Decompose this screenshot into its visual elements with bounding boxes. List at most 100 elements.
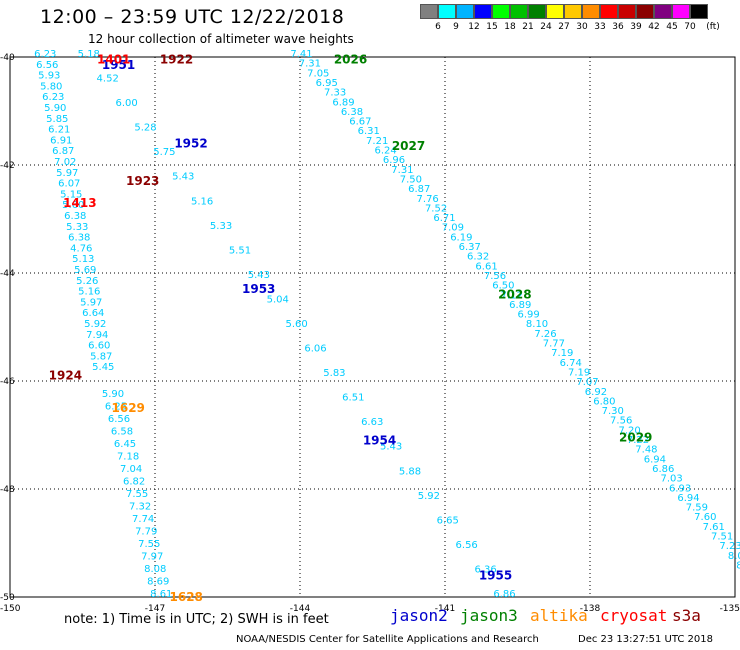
swh-value: 6.99 [518, 310, 540, 321]
swh-value: 7.02 [54, 157, 76, 168]
swh-value: 6.06 [304, 344, 326, 355]
swh-value: 5.51 [229, 245, 251, 256]
swh-value: 8.08 [144, 564, 166, 575]
swh-value: 5.90 [102, 389, 124, 400]
swh-value: 7.30 [602, 406, 624, 417]
swh-value: 6.86 [493, 589, 515, 600]
swh-value: 6.86 [652, 464, 674, 475]
swh-value: 5.69 [74, 265, 96, 276]
scale-swatch [582, 4, 600, 19]
swh-value: 6.56 [36, 60, 58, 71]
swh-value: 5.04 [267, 294, 289, 305]
swh-value: 6.56 [108, 414, 130, 425]
swh-value: 6.67 [349, 117, 371, 128]
swh-value: 6.32 [467, 252, 489, 263]
swh-value: 6.71 [433, 213, 455, 224]
swh-value: 7.18 [117, 452, 139, 463]
swh-value: 7.94 [86, 330, 108, 341]
swh-value: 7.21 [366, 136, 388, 147]
swh-value: 7.55 [126, 489, 148, 500]
swh-value: 6.61 [475, 261, 497, 272]
scale-level-label: 45 [666, 22, 678, 32]
lon-tick-label: -150 [0, 604, 21, 614]
footnote: note: 1) Time is in UTC; 2) SWH is in fe… [64, 612, 329, 627]
pass-time-label: 1951 [102, 58, 135, 72]
lon-tick-label: -135 [720, 604, 740, 614]
pass-time-label: 2026 [334, 53, 367, 67]
scale-level-label: 6 [435, 22, 441, 32]
pass-time-label: 1955 [479, 568, 512, 582]
longitude-labels: -150 -147 -144 -141 -138 -135 [0, 604, 740, 614]
swh-value: 5.87 [90, 351, 112, 362]
lon-tick-label: -147 [145, 604, 165, 614]
swh-value: 6.94 [677, 493, 699, 504]
lat-tick-label: -44 [0, 269, 15, 279]
scale-swatch [600, 4, 618, 19]
swh-value: 6.56 [456, 540, 478, 551]
swh-value: 7.07 [576, 377, 598, 388]
swh-value: 6.91 [50, 135, 72, 146]
swh-value: 5.93 [38, 71, 60, 82]
swh-value: 6.89 [509, 300, 531, 311]
swh-value: 7.55 [138, 539, 160, 550]
swh-value: 7.23 [719, 541, 740, 552]
swh-value: 5.88 [399, 466, 421, 477]
swh-value: 5.45 [92, 362, 114, 373]
scale-level-label: 15 [486, 22, 498, 32]
swh-value: 5.60 [286, 319, 308, 330]
altimeter-tracks: 7.417.317.056.957.336.896.386.676.317.21… [34, 49, 740, 600]
swh-value: 5.13 [72, 254, 94, 265]
scale-level-label: 30 [576, 22, 588, 32]
swh-value: 7.05 [307, 68, 329, 79]
scale-swatch [564, 4, 582, 19]
scale-level-label: 70 [684, 22, 696, 32]
swh-value: 5.92 [84, 319, 106, 330]
swh-value: 7.32 [129, 502, 151, 513]
pass-time-label: 2029 [619, 431, 652, 445]
swh-value: 5.15 [60, 189, 82, 200]
swh-value: 6.74 [560, 358, 582, 369]
swh-value: 6.96 [383, 155, 405, 166]
swh-value: 7.04 [120, 464, 142, 475]
swh-value: 7.56 [484, 271, 506, 282]
pass-time-label: 1923 [126, 174, 159, 188]
swh-value: 6.82 [123, 477, 145, 488]
swh-value: 6.92 [585, 387, 607, 398]
pass-time-label: 1401 [97, 53, 130, 67]
lat-tick-label: -42 [0, 161, 15, 171]
pass-time-label: 1953 [242, 282, 275, 296]
scale-swatch [474, 4, 492, 19]
swh-value: 6.65 [437, 515, 459, 526]
swh-value: 7.76 [417, 194, 439, 205]
scale-level-label: 33 [594, 22, 606, 32]
pass-time-label: 1413 [63, 196, 96, 210]
swh-value: 6.45 [114, 439, 136, 450]
swh-value: 7.74 [132, 514, 154, 525]
swh-value: 5.97 [56, 168, 78, 179]
scale-level-label: 36 [612, 22, 624, 32]
swh-value: 6.23 [42, 92, 64, 103]
swh-value: 6.37 [459, 242, 481, 253]
swh-value: 4.52 [97, 74, 119, 85]
swh-value: 6.38 [341, 107, 363, 118]
legend-jason2: jason2 [390, 606, 448, 625]
swh-value: 6.23 [34, 49, 56, 60]
swh-value: 6.64 [82, 308, 104, 319]
swh-value: 6.50 [492, 281, 514, 292]
scale-swatch [492, 4, 510, 19]
swh-value: 6.36 [474, 564, 496, 575]
swh-value: 7.60 [694, 512, 716, 523]
scale-swatch [618, 4, 636, 19]
swh-value: 5.97 [80, 297, 102, 308]
lat-tick-label: -40 [0, 53, 15, 63]
scale-level-label: 39 [630, 22, 642, 32]
scale-level-label: 24 [540, 22, 552, 32]
pass-time-label: 2027 [392, 139, 425, 153]
lat-tick-label: -48 [0, 485, 15, 495]
swh-value: 6.89 [332, 97, 354, 108]
swh-value: 6.38 [64, 211, 86, 222]
swh-value: 6.87 [52, 146, 74, 157]
scale-level-label: 21 [522, 22, 534, 32]
lat-tick-label: -50 [0, 593, 15, 603]
swh-value: 6.21 [48, 125, 70, 136]
